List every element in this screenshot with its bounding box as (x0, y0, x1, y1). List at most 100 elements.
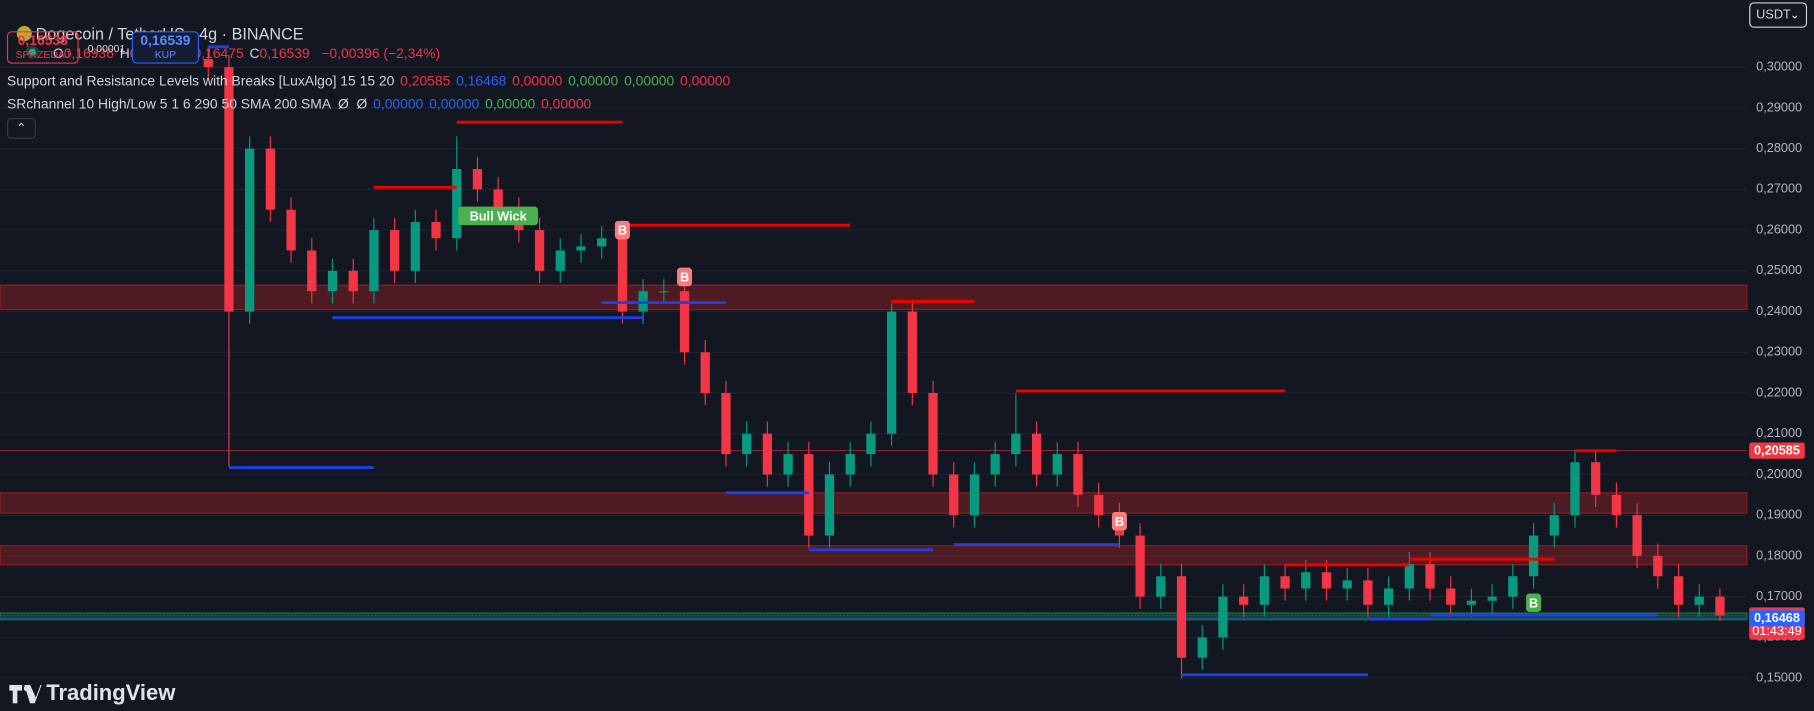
y-tick-label: 0,17000 (1756, 588, 1802, 603)
symbol[interactable]: Dogecoin / TetherUS · 4g · BINANCE (35, 24, 304, 43)
candle-body (1197, 637, 1207, 658)
indicator-value: 0,00000 (680, 72, 731, 90)
indicator-value: 0,00000 (429, 96, 480, 113)
collapse-button[interactable]: ⌃ (6, 118, 36, 139)
y-tick-label: 0,25000 (1756, 262, 1802, 277)
annotation-box (1111, 512, 1127, 531)
annotation-box (1526, 593, 1542, 613)
candle-body (1487, 596, 1497, 601)
indicator-legend[interactable]: Support and Resistance Levels with Break… (7, 73, 736, 89)
candle-body (534, 230, 545, 271)
candle-body (307, 250, 317, 292)
y-tick-label: 0,30000 (1756, 59, 1802, 74)
change: −0,00396 (−2,34%) (321, 45, 441, 62)
indicator-name: Support and Resistance Levels with Break… (6, 72, 395, 90)
candle-body (1508, 576, 1518, 597)
ohlc-key: C (249, 45, 260, 62)
candle-body (928, 393, 938, 475)
price-badge (1749, 610, 1805, 627)
candle-body (1280, 576, 1290, 589)
candle-body (348, 270, 358, 292)
candle-body (1363, 580, 1373, 605)
candle-body (555, 250, 565, 271)
price-badge-label: 0,16468 (1754, 610, 1800, 625)
annotation-text: B (1529, 595, 1538, 610)
price-badge (1749, 442, 1805, 459)
tv-logo (9, 684, 42, 704)
status-dot (25, 45, 39, 59)
candle-body (1466, 600, 1477, 605)
candle-body (1239, 596, 1249, 605)
indicator-legend[interactable]: SRchannel 10 High/Low 5 1 6 290 50 SMA 2… (7, 96, 597, 112)
y-tick-label: 0,24000 (1756, 303, 1802, 318)
candle-body (597, 238, 607, 247)
currency-select[interactable]: USDT ⌄ (1749, 2, 1808, 28)
candle-body (452, 169, 462, 239)
candle-body (1715, 596, 1725, 616)
annotation-text: B (1115, 514, 1124, 529)
candle-body (824, 474, 835, 536)
candle-body (1321, 572, 1332, 589)
candle-body (1094, 494, 1104, 516)
annotation-text: B (680, 269, 689, 284)
candle-body (410, 221, 420, 271)
annotation-box (677, 267, 693, 287)
candle-body (1176, 576, 1187, 658)
candle-body (1673, 576, 1684, 605)
zone (0, 545, 1748, 566)
candle-body (1528, 535, 1539, 577)
candle-body (265, 148, 275, 210)
ohlc-value: 0,16936 (63, 45, 114, 62)
y-tick-label: 0,18000 (1756, 547, 1802, 562)
candle-body (576, 246, 586, 251)
candle-body (845, 454, 855, 475)
candle-body (1342, 580, 1352, 589)
indicator-value: 0,00000 (512, 72, 563, 90)
sell-button[interactable]: 0,16538 SPRZEDAJ (6, 31, 79, 64)
chevron: ⌄ (1789, 8, 1801, 22)
candle-body (1156, 576, 1166, 597)
annotation-box (458, 206, 539, 226)
candle-body (245, 148, 255, 312)
candle-body (1135, 535, 1145, 597)
candle-body (1218, 596, 1228, 638)
candle-body (431, 221, 441, 239)
indicator-value: 0,00000 (373, 96, 424, 113)
candle-body (866, 433, 876, 455)
annotation-text: Bull Wick (470, 208, 528, 223)
spread: 0,00001 (87, 42, 126, 55)
candle-body (679, 291, 690, 353)
y-tick-label: 0,20000 (1756, 466, 1802, 481)
candle-body (990, 454, 1000, 475)
candle-body (1611, 494, 1622, 516)
buy-button[interactable]: 0,16539 KUP (131, 31, 199, 64)
candle-body (1425, 564, 1435, 589)
candle-body (1011, 433, 1021, 455)
indicator-value: 0,00000 (541, 96, 592, 113)
candle-body (1591, 462, 1601, 495)
candle-body (389, 230, 400, 271)
y-tick-label: 0,21000 (1756, 425, 1802, 440)
ohlc-value: 0,16539 (259, 45, 310, 62)
candle-body (472, 169, 483, 190)
candle-body (700, 352, 710, 394)
candle-body (721, 393, 731, 455)
annotation-text: B (618, 223, 627, 238)
zone (0, 284, 1748, 311)
candle-body (286, 209, 296, 251)
zone (0, 612, 1748, 621)
y-tick-label: 0,29000 (1756, 99, 1802, 114)
indicator-value: 0,00000 (485, 96, 536, 113)
candle-body (1259, 576, 1269, 605)
coin-icon (16, 26, 32, 42)
y-tick-label: 0,23000 (1756, 344, 1802, 359)
candle-body (907, 311, 917, 394)
candle-body (327, 270, 338, 292)
candle-body (203, 59, 213, 68)
candle-body (1632, 515, 1642, 556)
buy-label: KUP (154, 48, 177, 61)
candle-body (493, 189, 503, 210)
candle-body (224, 67, 234, 312)
candle-body (1073, 454, 1083, 495)
candle-body (742, 433, 752, 455)
